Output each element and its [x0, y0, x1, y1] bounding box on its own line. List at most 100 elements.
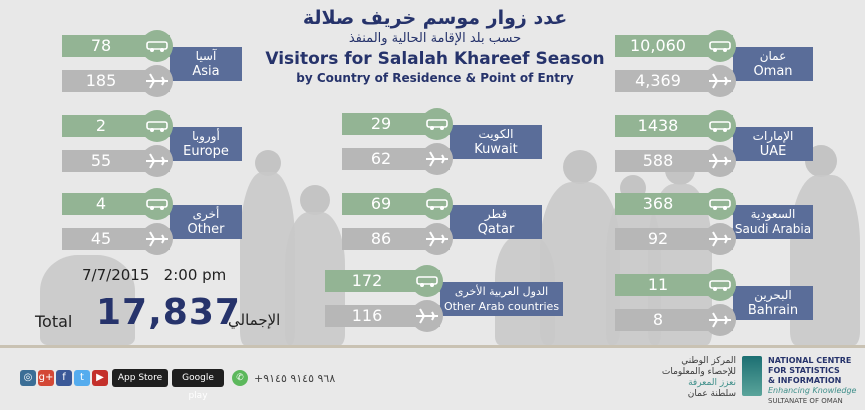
logo-ar-line2: للإحصاء والمعلومات [661, 367, 736, 377]
air-row: 185 [62, 65, 173, 97]
instagram-icon[interactable]: ◎ [20, 370, 36, 386]
region-label: آسيا Asia [170, 47, 242, 81]
logo-en-sultanate: SULTANATE OF OMAN [768, 397, 843, 405]
land-value: 29 [370, 114, 392, 133]
ncsi-logo-icon [742, 356, 762, 396]
airplane-icon [411, 300, 443, 332]
logo-arabic-text: المركز الوطني للإحصاء والمعلومات نعزز ال… [648, 356, 736, 400]
google-plus-icon[interactable]: g+ [38, 370, 54, 386]
group-saudi-arabia: السعودية Saudi Arabia 368 92 [615, 188, 813, 255]
google-play-button[interactable]: Google play [172, 369, 224, 401]
group-uae: الإمارات UAE 1438 588 [615, 110, 813, 177]
region-label-ar: أوروبا [192, 129, 220, 143]
car-icon [421, 188, 453, 220]
land-value: 78 [90, 36, 112, 55]
air-value: 92 [647, 229, 669, 248]
air-row: 92 [615, 223, 736, 255]
land-value: 4 [95, 194, 107, 213]
logo-english-text: NATIONAL CENTRE FOR STATISTICS & INFORMA… [768, 356, 863, 406]
air-value: 185 [85, 71, 117, 90]
region-label-en: Saudi Arabia [734, 222, 812, 236]
land-value: 10,060 [630, 36, 686, 55]
land-row: 2 [62, 110, 173, 142]
airplane-icon [421, 143, 453, 175]
region-label-en: Europe [183, 144, 229, 159]
car-icon [421, 108, 453, 140]
car-icon [141, 110, 173, 142]
silhouette-person [240, 172, 295, 345]
land-row: 1438 [615, 110, 736, 142]
logo-en-line2: FOR STATISTICS [768, 366, 840, 375]
region-label-en: Other Arab countries [443, 300, 560, 313]
group-asia: آسيا Asia 78 185 [62, 30, 242, 97]
airplane-icon [704, 223, 736, 255]
region-label: الإمارات UAE [733, 127, 813, 161]
logo-ar-tagline: نعزز المعرفة [688, 378, 736, 388]
airplane-icon [421, 223, 453, 255]
logo-ar-sultanate: سلطنة عمان [687, 389, 736, 399]
car-icon [704, 110, 736, 142]
region-label: الدول العربية الأخرى Other Arab countrie… [440, 282, 563, 316]
region-label-ar: آسيا [195, 49, 217, 63]
airplane-icon [141, 145, 173, 177]
air-value: 588 [642, 151, 674, 170]
airplane-icon [141, 223, 173, 255]
region-label: البحرين Bahrain [733, 286, 813, 320]
land-value: 11 [647, 275, 669, 294]
group-oman: عمان Oman 10,060 4,369 [615, 30, 813, 97]
land-value: 69 [370, 194, 392, 213]
title-english: Visitors for Salalah Khareef Season [265, 49, 605, 69]
region-label-ar: قطر [484, 207, 508, 221]
title-arabic: عدد زوار موسم خريف صلالة [302, 7, 568, 29]
car-icon [141, 188, 173, 220]
region-label-en: Qatar [477, 222, 515, 237]
infographic-canvas: عدد زوار موسم خريف صلالة حسب بلد الإقامة… [35, 6, 860, 345]
air-row: 62 [342, 143, 453, 175]
airplane-icon [704, 65, 736, 97]
air-row: 4,369 [615, 65, 736, 97]
title-block: عدد زوار موسم خريف صلالة حسب بلد الإقامة… [250, 6, 620, 86]
region-label-ar: الإمارات [752, 129, 794, 143]
air-row: 86 [342, 223, 453, 255]
region-label-ar: الكويت [478, 127, 514, 141]
group-qatar: قطر Qatar 69 86 [342, 188, 542, 255]
land-row: 69 [342, 188, 453, 220]
twitter-icon[interactable]: t [74, 370, 90, 386]
region-label-ar: عمان [759, 49, 787, 63]
region-label-en: Asia [192, 64, 220, 79]
whatsapp-icon[interactable]: ✆ [232, 370, 248, 386]
car-icon [704, 30, 736, 62]
car-icon [141, 30, 173, 62]
subtitle-arabic: حسب بلد الإقامة الحالية والمنفذ [348, 31, 522, 46]
facebook-icon[interactable]: f [56, 370, 72, 386]
group-europe: أوروبا Europe 2 55 [62, 110, 242, 177]
google-play-label: Google play [182, 373, 214, 401]
land-row: 29 [342, 108, 453, 140]
region-label: عمان Oman [733, 47, 813, 81]
air-value: 4,369 [635, 71, 681, 90]
land-row: 368 [615, 188, 736, 220]
air-value: 8 [652, 310, 664, 329]
total-label-en: Total [35, 312, 73, 331]
air-row: 116 [325, 300, 443, 332]
logo-en-tagline: Enhancing Knowledge [768, 386, 857, 395]
region-label-en: Oman [753, 64, 793, 79]
app-store-label: App Store [117, 373, 163, 383]
total-value: 17,837 [96, 292, 241, 333]
air-row: 55 [62, 145, 173, 177]
airplane-icon [704, 304, 736, 336]
air-value: 55 [90, 151, 112, 170]
region-label: قطر Qatar [450, 205, 542, 239]
youtube-icon[interactable]: ▶ [92, 370, 108, 386]
land-value: 368 [642, 194, 674, 213]
silhouette-head [255, 150, 281, 176]
logo-ar-line1: المركز الوطني [681, 356, 736, 366]
app-store-button[interactable]: App Store [112, 369, 168, 387]
car-icon [704, 188, 736, 220]
land-value: 1438 [637, 116, 679, 135]
air-value: 86 [370, 229, 392, 248]
total-label-ar: الإجمالي [228, 311, 281, 329]
air-row: 45 [62, 223, 173, 255]
airplane-icon [704, 145, 736, 177]
group-other-arab: الدول العربية الأخرى Other Arab countrie… [325, 265, 563, 332]
